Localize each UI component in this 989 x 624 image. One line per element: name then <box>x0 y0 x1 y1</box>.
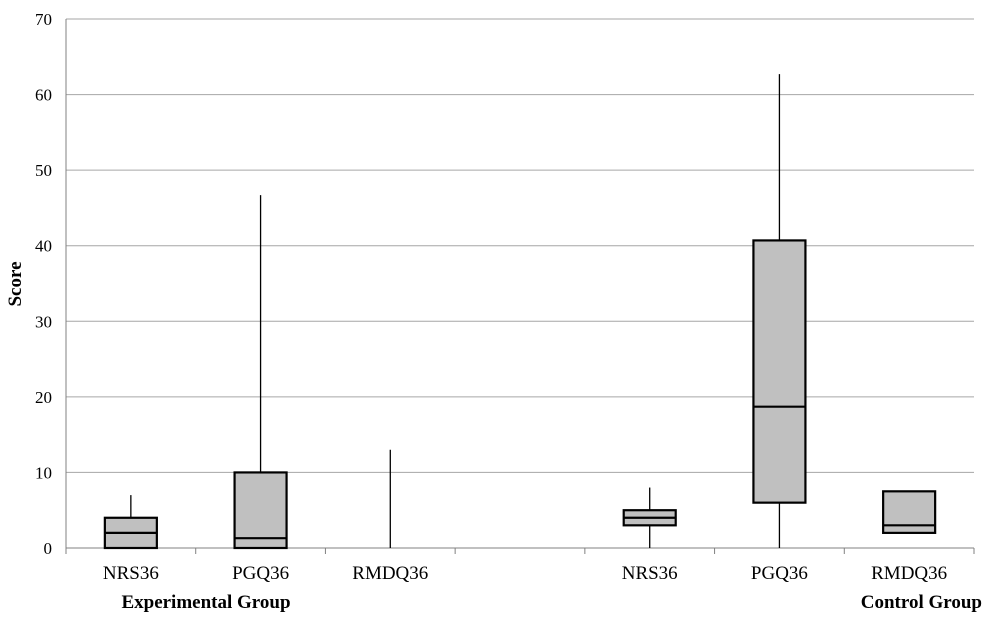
box-control-pgq36 <box>752 74 807 548</box>
group-label-control: Control Group <box>861 592 982 613</box>
y-tick-label-40: 40 <box>35 237 52 256</box>
group-labels: Experimental Group Control Group <box>121 592 982 613</box>
y-tick-label-70: 70 <box>35 10 52 29</box>
y-tick-label-60: 60 <box>35 86 52 105</box>
gridlines <box>66 18 974 473</box>
iqr-box-control-rmdq36 <box>882 490 937 534</box>
box-control-nrs36 <box>622 487 677 548</box>
y-tick-labels: 0 10 20 30 40 50 60 70 <box>35 10 52 558</box>
boxes <box>103 74 937 550</box>
category-label-experimental-nrs36: NRS36 <box>103 563 159 584</box>
category-labels: NRS36 PGQ36 RMDQ36 NRS36 PGQ36 RMDQ36 <box>103 563 947 584</box>
category-label-control-pgq36: PGQ36 <box>751 563 808 584</box>
category-label-control-rmdq36: RMDQ36 <box>871 563 947 584</box>
axes <box>65 19 975 554</box>
y-tick-label-20: 20 <box>35 388 52 407</box>
iqr-box-experimental-pgq36 <box>233 471 288 550</box>
box-control-rmdq36 <box>882 490 937 534</box>
y-tick-label-10: 10 <box>35 463 52 482</box>
y-tick-label-0: 0 <box>44 539 53 558</box>
category-label-experimental-pgq36: PGQ36 <box>232 563 289 584</box>
iqr-box-control-pgq36 <box>752 239 807 504</box>
y-axis-title: Score <box>5 261 26 306</box>
y-tick-label-50: 50 <box>35 161 52 180</box>
category-label-experimental-rmdq36: RMDQ36 <box>352 563 428 584</box>
group-label-experimental: Experimental Group <box>121 592 290 613</box>
box-experimental-pgq36 <box>233 195 288 550</box>
box-experimental-nrs36 <box>103 495 158 550</box>
y-tick-label-30: 30 <box>35 312 52 331</box>
category-label-control-nrs36: NRS36 <box>622 563 678 584</box>
